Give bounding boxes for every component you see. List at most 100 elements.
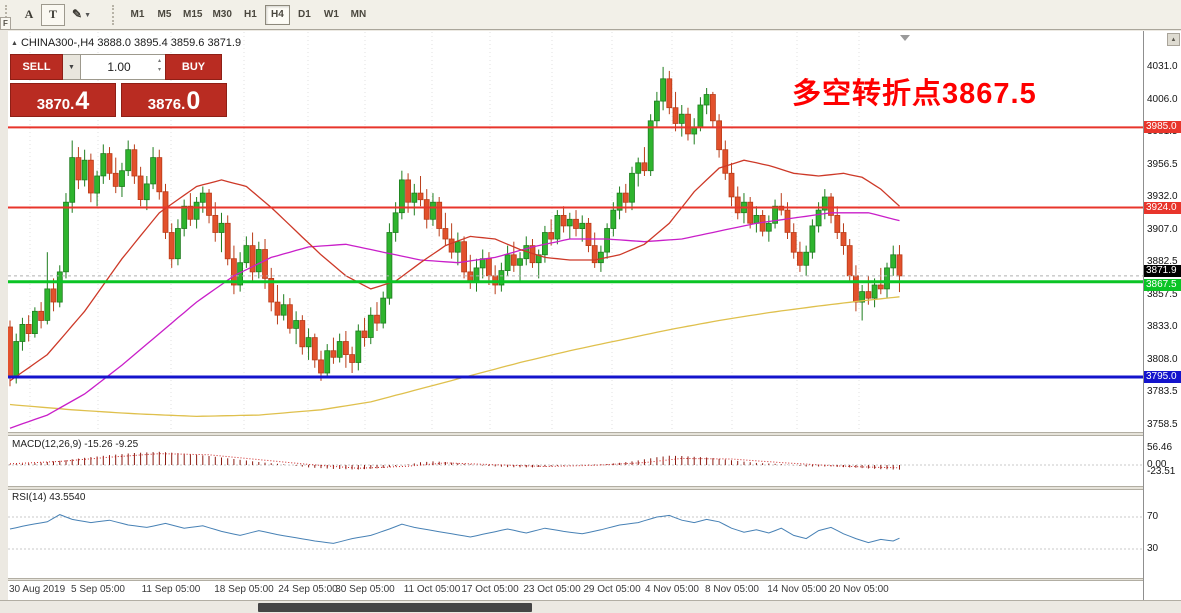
macd-label: MACD(12,26,9) -15.26 -9.25 — [12, 439, 139, 450]
panel-splitter-3[interactable] — [8, 578, 1181, 581]
ma-red-line[interactable] — [9, 159, 900, 382]
time-scale-label: 8 Nov 05:00 — [705, 584, 759, 595]
time-scale-label: 17 Oct 05:00 — [461, 584, 519, 595]
color-picker-button[interactable]: ✎ ▼ — [65, 4, 98, 26]
rsi-label: RSI(14) 43.5540 — [12, 492, 86, 503]
chart-annotation-text[interactable]: 多空转折点3867.5 — [792, 78, 1037, 110]
price-scale-label: 3932.0 — [1147, 191, 1178, 202]
timeframe-h1-button[interactable]: H1 — [238, 5, 263, 25]
toolbar-grip-2[interactable] — [112, 4, 118, 25]
arrow-up-icon: ▲ — [1170, 37, 1177, 43]
price-scale-label: 3956.5 — [1147, 159, 1178, 170]
moving-averages — [9, 159, 900, 429]
symbol-ohlc-text: CHINA300-,H4 3888.0 3895.4 3859.6 3871.9 — [20, 37, 242, 49]
macd-scale-label: -23.51 — [1147, 466, 1176, 477]
level-price-tag: 3985.0 — [1144, 121, 1181, 133]
time-scale-label: 4 Nov 05:00 — [645, 584, 699, 595]
ma-yellow-line[interactable] — [9, 296, 900, 418]
price-scale-label: 3808.0 — [1147, 354, 1178, 365]
rsi-scale-label: 30 — [1147, 543, 1159, 554]
time-scale-label: 5 Sep 05:00 — [71, 584, 125, 595]
macd-panel-canvas[interactable] — [8, 436, 1143, 486]
volume-dropdown-button[interactable]: ▼ — [63, 54, 81, 80]
price-scale-label: 3783.5 — [1147, 386, 1178, 397]
toolbar-grip[interactable] — [5, 4, 11, 25]
symbol-header: ▲ CHINA300-,H4 3888.0 3895.4 3859.6 3871.… — [11, 37, 241, 49]
bid-price-big-digit: 4 — [75, 87, 90, 115]
main-chart-canvas[interactable] — [8, 32, 1143, 432]
ask-price-main: 3876. — [147, 96, 186, 113]
rsi-panel-canvas[interactable] — [8, 490, 1143, 578]
drawing-tools-group: A T ✎ ▼ — [17, 3, 98, 26]
time-scale-label: 30 Aug 2019 — [9, 584, 66, 595]
time-scale-label: 11 Oct 05:00 — [403, 584, 461, 595]
chevron-down-icon: ▼ — [84, 10, 91, 19]
price-scale-label: 3907.0 — [1147, 224, 1178, 235]
time-scale-label: 24 Sep 05:00 — [278, 584, 338, 595]
timeframe-w1-button[interactable]: W1 — [319, 5, 344, 25]
timeframe-d1-button[interactable]: D1 — [292, 5, 317, 25]
scrollbar-thumb[interactable] — [258, 603, 532, 612]
macd-signal-line — [9, 453, 900, 469]
price-scale-label: 4031.0 — [1147, 61, 1178, 72]
last-price-tag: 3871.9 — [1144, 265, 1181, 277]
panel-splitter-2[interactable] — [8, 486, 1181, 490]
timeframe-m15-button[interactable]: M15 — [179, 5, 206, 25]
buy-button[interactable]: BUY — [165, 54, 222, 80]
macd-scale-label: 56.46 — [1147, 442, 1173, 453]
volume-field-wrap: ▴ ▾ — [81, 54, 165, 80]
sell-button[interactable]: SELL — [10, 54, 63, 80]
bid-price-box[interactable]: 3870. 4 — [10, 83, 116, 117]
main-toolbar: A T ✎ ▼ M1 M5 M15 M30 H1 H4 D1 W1 MN — [0, 0, 1181, 30]
price-scale-label: 3758.5 — [1147, 419, 1178, 430]
time-scale-label: 14 Nov 05:00 — [767, 584, 827, 595]
macd-scale-label: 0.00 — [1147, 459, 1167, 470]
time-scale-label: 20 Nov 05:00 — [829, 584, 889, 595]
time-axis[interactable]: 30 Aug 2019 5 Sep 05:00 11 Sep 05:00 18 Sep… — [8, 581, 1143, 600]
price-scale-label: 3833.0 — [1147, 321, 1178, 332]
timeframe-h4-button[interactable]: H4 — [264, 4, 290, 25]
timeframes-group: M1 M5 M15 M30 H1 H4 D1 W1 MN — [124, 4, 372, 25]
level-price-tag: 3924.0 — [1144, 202, 1181, 214]
chart-shift-marker[interactable] — [900, 35, 910, 41]
ask-price-box[interactable]: 3876. 0 — [121, 83, 227, 117]
time-scale-label: 29 Oct 05:00 — [583, 584, 641, 595]
price-axis[interactable]: 4031.04006.03981.53956.53932.03907.03882… — [1143, 31, 1181, 600]
level-price-tag: 3795.0 — [1144, 371, 1181, 383]
spinner-down-icon[interactable]: ▾ — [157, 67, 161, 73]
grid-lines — [29, 32, 860, 432]
time-scale-label: 18 Sep 05:00 — [214, 584, 274, 595]
level-price-tag: 3867.5 — [1144, 279, 1181, 291]
bid-price-main: 3870. — [36, 96, 75, 113]
timeframe-m30-button[interactable]: M30 — [208, 5, 235, 25]
axis-scroll-up-button[interactable]: ▲ — [1167, 33, 1180, 46]
rsi-scale-label: 70 — [1147, 511, 1159, 522]
macd-histogram — [9, 451, 900, 470]
collapse-trade-panel-icon[interactable]: ▲ — [11, 40, 18, 47]
rsi-line — [9, 514, 900, 544]
time-scale-label: 11 Sep 05:00 — [141, 584, 201, 595]
one-click-trading-panel: SELL ▼ ▴ ▾ BUY 3870.4 3876.0 — [10, 54, 227, 117]
spinner-up-icon[interactable]: ▴ — [157, 58, 161, 64]
price-scale-label: 3882.5 — [1147, 256, 1178, 267]
volume-input[interactable] — [81, 55, 165, 79]
toolbar-overflow-tab[interactable]: F — [0, 17, 11, 30]
chart-background — [8, 31, 1181, 600]
price-scale-label: 3857.5 — [1147, 289, 1178, 300]
ask-price-big-digit: 0 — [186, 87, 201, 115]
price-scale-label: 4006.0 — [1147, 94, 1178, 105]
timeframe-m5-button[interactable]: M5 — [152, 5, 177, 25]
text-tool-button[interactable]: T — [41, 3, 65, 26]
ma-magenta-line[interactable] — [9, 212, 900, 429]
time-scale-label: 23 Oct 05:00 — [523, 584, 581, 595]
time-scale-label: 30 Sep 05:00 — [335, 584, 395, 595]
timeframe-m1-button[interactable]: M1 — [125, 5, 150, 25]
annotation-tool-button[interactable]: A — [17, 4, 41, 26]
volume-spinner[interactable]: ▴ ▾ — [155, 57, 164, 75]
horizontal-scrollbar[interactable] — [0, 600, 1181, 613]
panel-splitter[interactable] — [8, 432, 1181, 436]
chevron-down-icon: ▼ — [68, 63, 75, 71]
timeframe-mn-button[interactable]: MN — [346, 5, 371, 25]
candles — [8, 66, 903, 387]
